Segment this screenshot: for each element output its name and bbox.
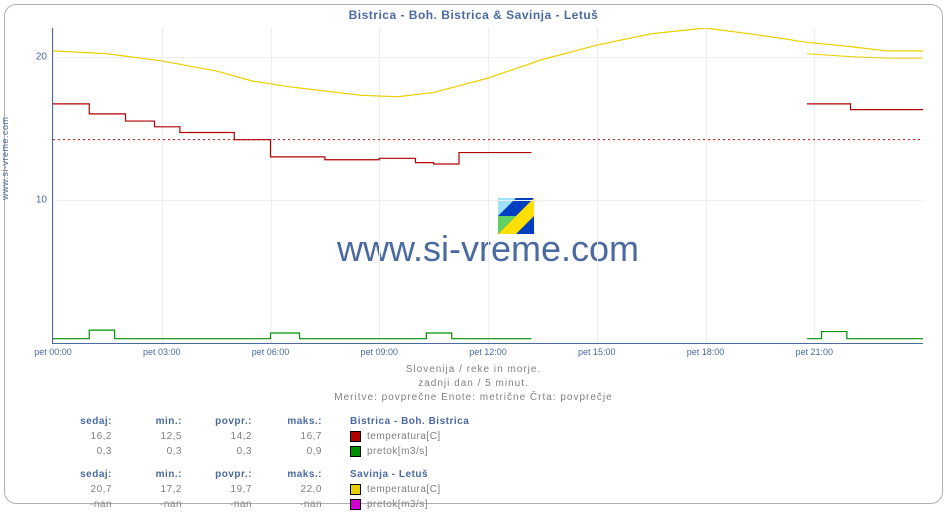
legend-swatch bbox=[350, 484, 361, 495]
legend-swatch bbox=[350, 499, 361, 510]
grid-vertical bbox=[597, 28, 598, 343]
col-povpr: povpr.: bbox=[182, 416, 252, 427]
val-povpr: -nan bbox=[182, 499, 252, 510]
legend-swatch bbox=[350, 431, 361, 442]
col-min: min.: bbox=[112, 416, 182, 427]
val-povpr: 19,7 bbox=[182, 484, 252, 495]
station-name: Bistrica - Boh. Bistrica bbox=[350, 416, 469, 427]
val-maks: 0,9 bbox=[252, 446, 322, 457]
grid-vertical bbox=[814, 28, 815, 343]
series-bistrica_flow bbox=[53, 330, 532, 339]
val-maks: 16,7 bbox=[252, 431, 322, 442]
series-bistrica_temp2 bbox=[807, 104, 923, 110]
site-label-vertical: www.si-vreme.com bbox=[0, 116, 10, 200]
col-sedaj: sedaj: bbox=[52, 416, 112, 427]
legend-label: pretok[m3/s] bbox=[367, 446, 428, 457]
col-maks: maks.: bbox=[252, 416, 322, 427]
x-tick-label: pet 12:00 bbox=[469, 343, 507, 357]
stats-header-row: sedaj:min.:povpr.:maks.: Bistrica - Boh. … bbox=[52, 414, 469, 429]
stats-header-row: sedaj:min.:povpr.:maks.: Savinja - Letuš bbox=[52, 467, 469, 482]
grid-horizontal bbox=[53, 57, 923, 58]
grid-vertical bbox=[271, 28, 272, 343]
val-sedaj: 20,7 bbox=[52, 484, 112, 495]
x-tick-label: pet 09:00 bbox=[360, 343, 398, 357]
val-maks: 22,0 bbox=[252, 484, 322, 495]
val-sedaj: 16,2 bbox=[52, 431, 112, 442]
chart-title: Bistrica - Boh. Bistrica & Savinja - Let… bbox=[0, 8, 947, 22]
x-tick-label: pet 06:00 bbox=[252, 343, 290, 357]
val-min: -nan bbox=[112, 499, 182, 510]
val-sedaj: -nan bbox=[52, 499, 112, 510]
legend-label: temperatura[C] bbox=[367, 484, 441, 495]
x-tick-label: pet 21:00 bbox=[795, 343, 833, 357]
legend-label: temperatura[C] bbox=[367, 431, 441, 442]
stats-data-row: 20,717,219,722,0 temperatura[C] bbox=[52, 482, 469, 497]
grid-horizontal bbox=[53, 200, 923, 201]
val-min: 12,5 bbox=[112, 431, 182, 442]
stats-data-row: 16,212,514,216,7 temperatura[C] bbox=[52, 429, 469, 444]
series-savinja_temp bbox=[53, 28, 807, 97]
x-tick-label: pet 03:00 bbox=[143, 343, 181, 357]
x-tick-label: pet 18:00 bbox=[687, 343, 725, 357]
val-povpr: 14,2 bbox=[182, 431, 252, 442]
col-sedaj: sedaj: bbox=[52, 469, 112, 480]
watermark-icon bbox=[498, 198, 534, 234]
col-min: min.: bbox=[112, 469, 182, 480]
val-min: 17,2 bbox=[112, 484, 182, 495]
grid-vertical bbox=[488, 28, 489, 343]
val-sedaj: 0,3 bbox=[52, 446, 112, 457]
x-tick-label: pet 00:00 bbox=[34, 343, 72, 357]
stats-table: sedaj:min.:povpr.:maks.:Bistrica - Boh. … bbox=[52, 414, 469, 512]
x-tick-label: pet 15:00 bbox=[578, 343, 616, 357]
station-name: Savinja - Letuš bbox=[350, 469, 428, 480]
grid-vertical bbox=[706, 28, 707, 343]
series-bistrica_temp bbox=[53, 104, 532, 164]
grid-vertical bbox=[53, 28, 54, 343]
series-savinja_temp2 bbox=[807, 42, 923, 51]
plot-area: www.si-vreme.com pet 00:00pet 03:00pet 0… bbox=[52, 28, 923, 344]
stats-spacer bbox=[52, 459, 469, 467]
series-bistrica_flow2 bbox=[807, 332, 923, 339]
subtitle-1: Slovenija / reke in morje. bbox=[0, 364, 947, 375]
val-maks: -nan bbox=[252, 499, 322, 510]
grid-vertical bbox=[379, 28, 380, 343]
col-povpr: povpr.: bbox=[182, 469, 252, 480]
stats-data-row: -nan-nan-nan-nanpretok[m3/s] bbox=[52, 497, 469, 512]
subtitle-3: Meritve: povprečne Enote: metrične Črta:… bbox=[0, 392, 947, 403]
legend-label: pretok[m3/s] bbox=[367, 499, 428, 510]
y-tick-label: 10 bbox=[36, 194, 53, 205]
subtitle-2: zadnji dan / 5 minut. bbox=[0, 378, 947, 389]
col-maks: maks.: bbox=[252, 469, 322, 480]
y-tick-label: 20 bbox=[36, 51, 53, 62]
val-povpr: 0,3 bbox=[182, 446, 252, 457]
stats-data-row: 0,30,30,30,9pretok[m3/s] bbox=[52, 444, 469, 459]
grid-vertical bbox=[162, 28, 163, 343]
legend-swatch bbox=[350, 446, 361, 457]
val-min: 0,3 bbox=[112, 446, 182, 457]
